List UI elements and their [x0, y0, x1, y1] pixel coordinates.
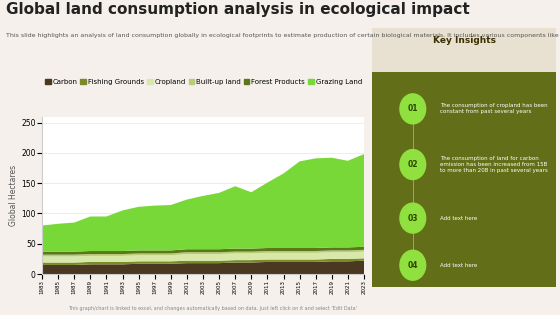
Circle shape: [400, 150, 426, 180]
Legend: Carbon, Fishing Grounds, Cropland, Built-up land, Forest Products, Grazing Land: Carbon, Fishing Grounds, Cropland, Built…: [42, 76, 365, 88]
Text: The consumption of cropland has been
constant from past several years: The consumption of cropland has been con…: [440, 103, 548, 114]
Circle shape: [400, 250, 426, 280]
Bar: [447, 37, 481, 64]
Circle shape: [400, 94, 426, 124]
Y-axis label: Global Hectares: Global Hectares: [10, 165, 18, 226]
Text: ▼: ▼: [460, 45, 468, 54]
Text: This slide highlights an analysis of land consumption globally in ecological foo: This slide highlights an analysis of lan…: [6, 33, 560, 38]
Circle shape: [400, 203, 426, 233]
Text: 03: 03: [408, 214, 418, 223]
Text: This graph/chart is linked to excel, and changes automatically based on data. Ju: This graph/chart is linked to excel, and…: [68, 306, 357, 311]
Text: 04: 04: [408, 261, 418, 270]
Text: Add text here: Add text here: [440, 263, 478, 268]
Text: Key Insights: Key Insights: [433, 36, 496, 45]
Text: Add text here: Add text here: [440, 215, 478, 220]
Text: 02: 02: [408, 160, 418, 169]
Text: The consumption of land for carbon
emission has been increased from 15B
to more : The consumption of land for carbon emiss…: [440, 156, 548, 173]
Text: Global land consumption analysis in ecological impact: Global land consumption analysis in ecol…: [6, 2, 469, 17]
Text: 01: 01: [408, 104, 418, 113]
